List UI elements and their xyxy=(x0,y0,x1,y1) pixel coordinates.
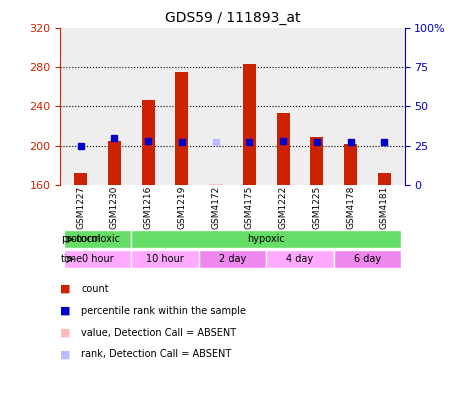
Bar xyxy=(142,101,154,185)
Bar xyxy=(108,141,121,185)
Bar xyxy=(199,250,266,268)
Text: 0 hour: 0 hour xyxy=(82,254,113,264)
Bar xyxy=(378,173,391,185)
Text: protocol: protocol xyxy=(61,234,101,244)
Text: GSM4178: GSM4178 xyxy=(346,185,355,229)
Text: 10 hour: 10 hour xyxy=(146,254,184,264)
Text: GSM1225: GSM1225 xyxy=(312,186,321,229)
Text: count: count xyxy=(81,284,109,294)
Text: GSM4172: GSM4172 xyxy=(211,186,220,229)
Bar xyxy=(74,173,87,185)
Bar xyxy=(266,250,334,268)
Text: GSM4175: GSM4175 xyxy=(245,185,254,229)
Title: GDS59 / 111893_at: GDS59 / 111893_at xyxy=(165,11,300,25)
Text: normoxic: normoxic xyxy=(75,234,120,244)
Bar xyxy=(64,250,131,268)
Bar xyxy=(131,230,401,248)
Bar xyxy=(334,250,401,268)
Text: value, Detection Call = ABSENT: value, Detection Call = ABSENT xyxy=(81,327,237,338)
Text: GSM1230: GSM1230 xyxy=(110,185,119,229)
Text: GSM1227: GSM1227 xyxy=(76,186,85,229)
Bar xyxy=(64,230,131,248)
Text: percentile rank within the sample: percentile rank within the sample xyxy=(81,306,246,316)
Bar xyxy=(131,250,199,268)
Bar xyxy=(277,113,290,185)
Text: GSM1219: GSM1219 xyxy=(177,185,186,229)
Text: ■: ■ xyxy=(60,327,71,338)
Bar xyxy=(243,64,256,185)
Bar xyxy=(175,72,188,185)
Text: time: time xyxy=(61,254,83,264)
Text: GSM1216: GSM1216 xyxy=(144,185,153,229)
Bar xyxy=(209,184,222,185)
Bar xyxy=(311,137,323,185)
Text: GSM4181: GSM4181 xyxy=(380,185,389,229)
Text: 2 day: 2 day xyxy=(219,254,246,264)
Text: 6 day: 6 day xyxy=(354,254,381,264)
Text: GSM1222: GSM1222 xyxy=(279,186,288,229)
Text: hypoxic: hypoxic xyxy=(247,234,285,244)
Text: 4 day: 4 day xyxy=(286,254,313,264)
Text: rank, Detection Call = ABSENT: rank, Detection Call = ABSENT xyxy=(81,349,232,360)
Text: ■: ■ xyxy=(60,284,71,294)
Bar xyxy=(344,144,357,185)
Text: ■: ■ xyxy=(60,306,71,316)
Text: ■: ■ xyxy=(60,349,71,360)
